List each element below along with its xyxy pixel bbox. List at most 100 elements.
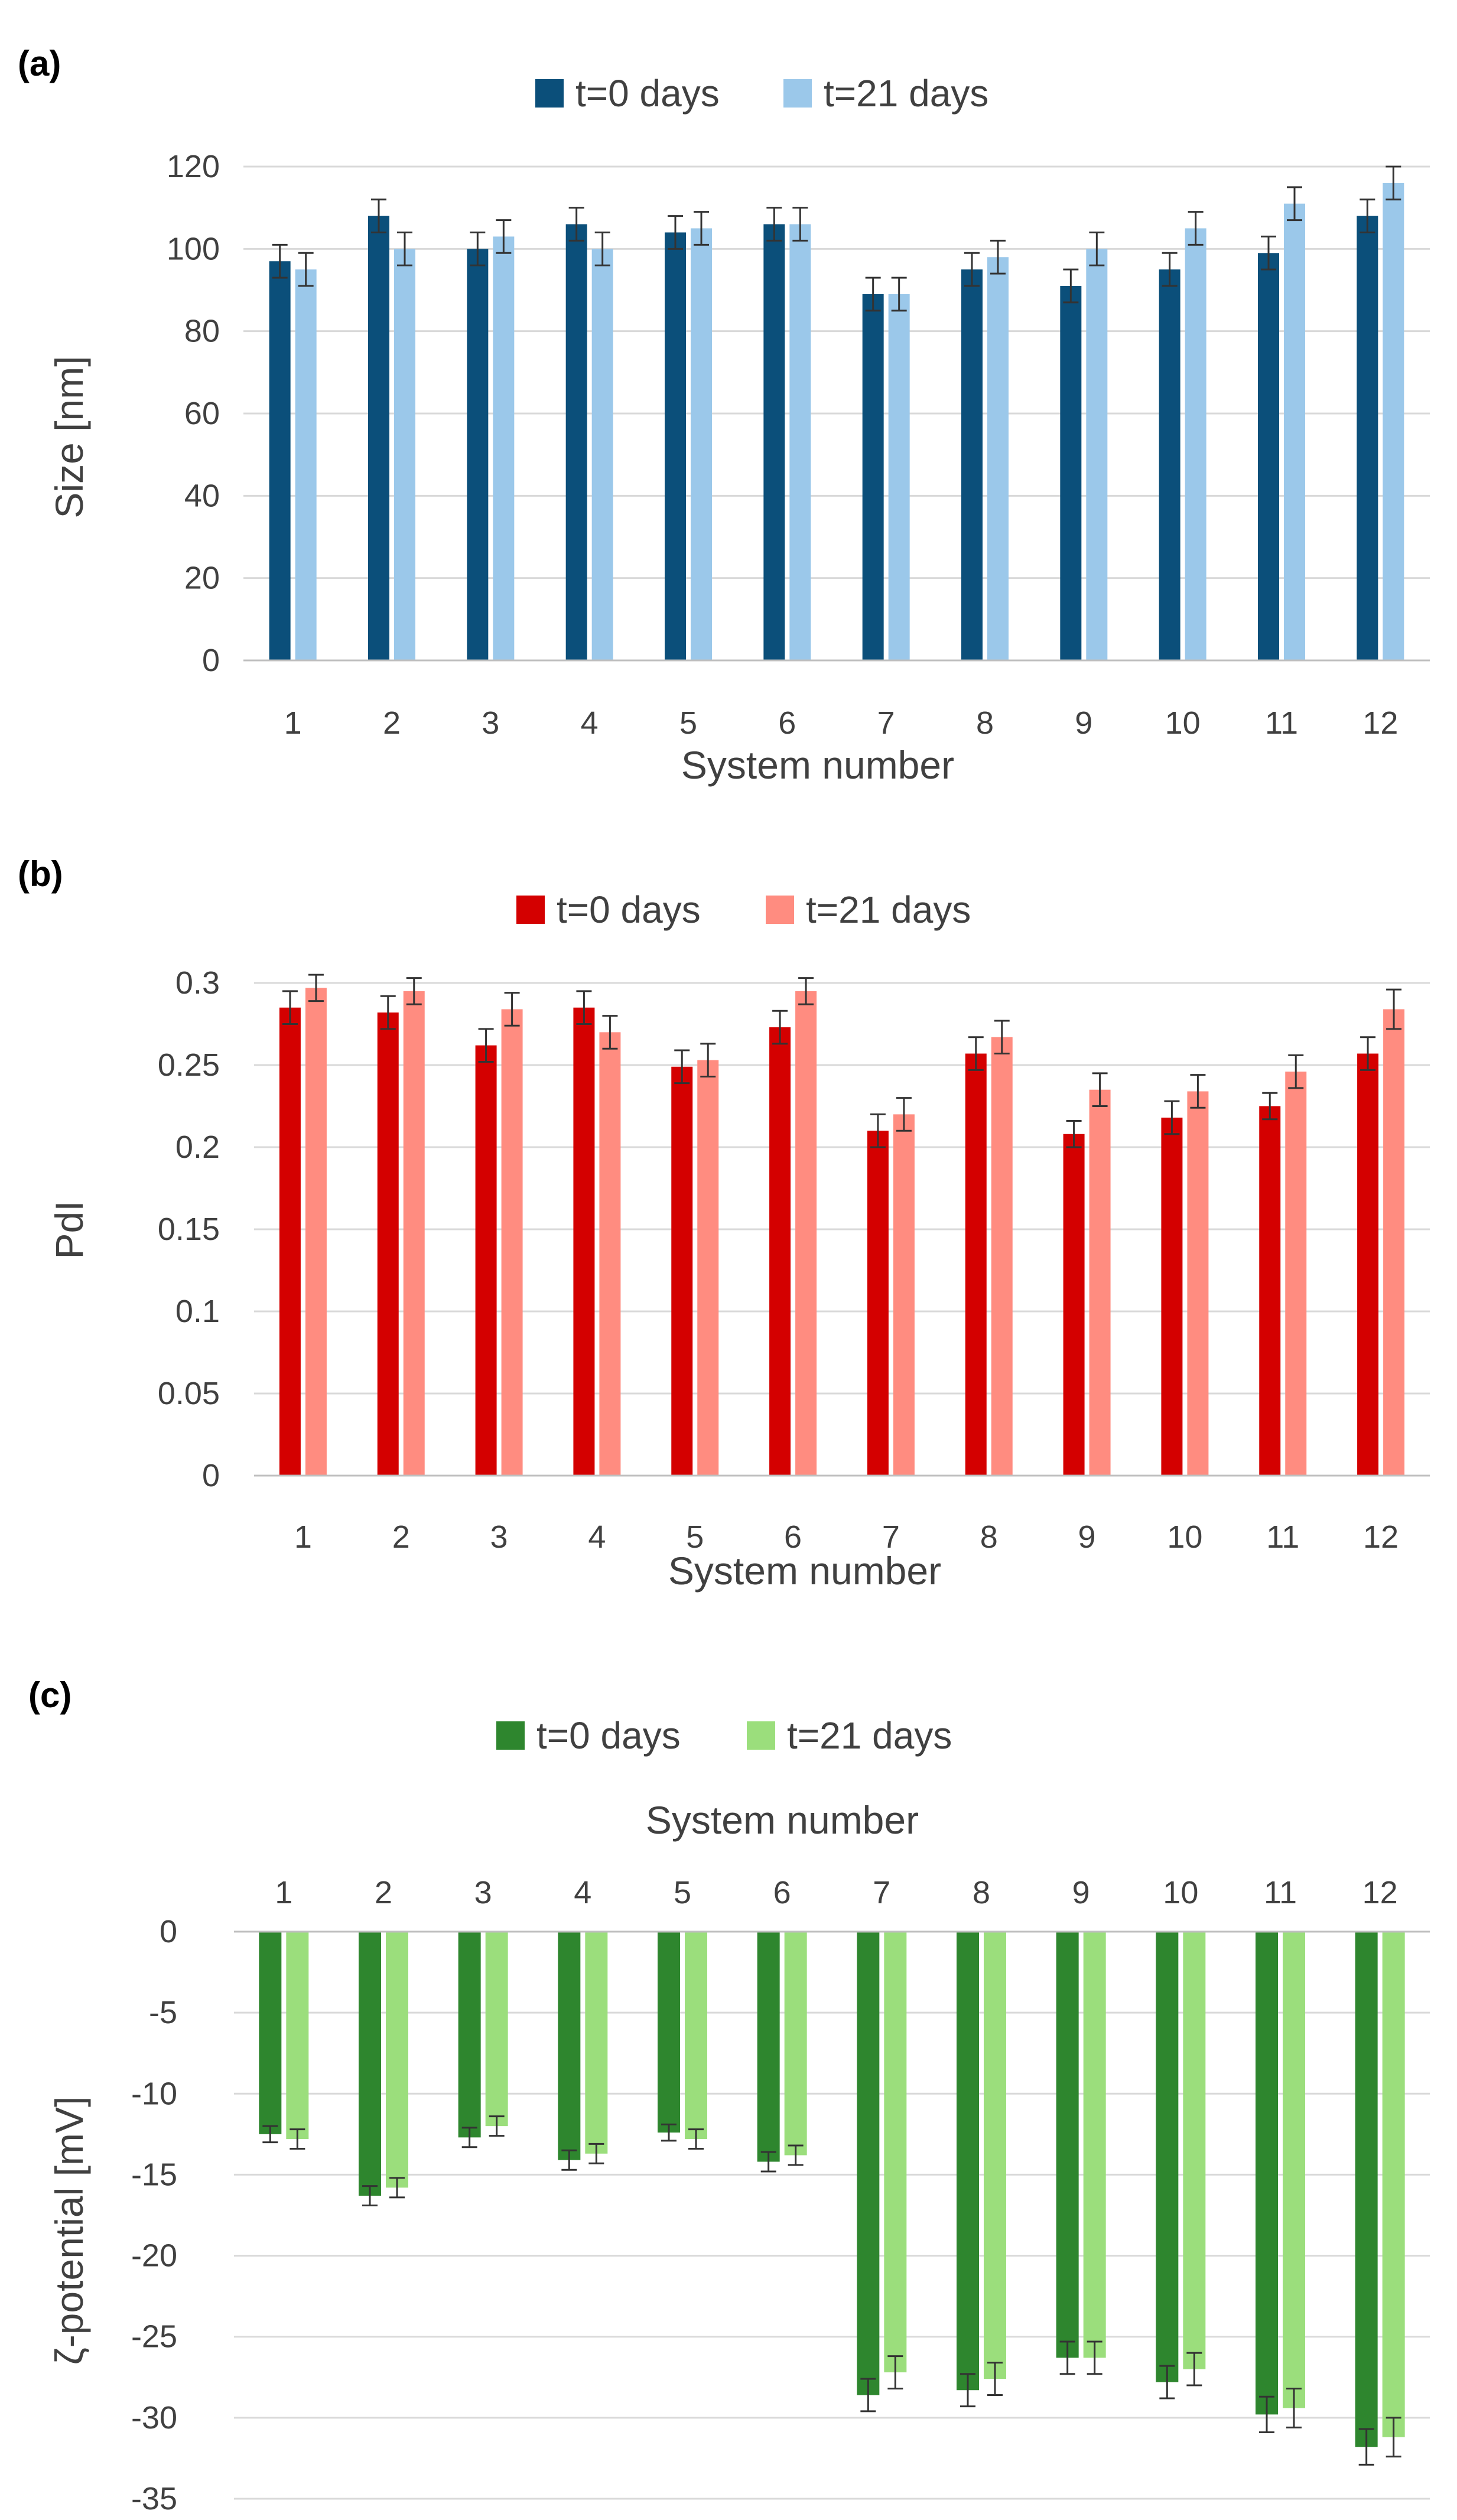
bar-t0-system-8 bbox=[957, 1932, 979, 2391]
error-bar bbox=[1188, 211, 1204, 246]
panel-c-zeta-chart: (c) t=0 days t=21 days System number 0 -5… bbox=[28, 1675, 1430, 2516]
bar-t0-system-12 bbox=[1355, 1932, 1378, 2447]
error-bar bbox=[960, 2373, 975, 2408]
x-tick-label: 5 bbox=[674, 1875, 691, 1910]
bar-t0-system-8 bbox=[965, 1053, 987, 1476]
y-tick-label: 20 bbox=[184, 561, 220, 596]
error-bar bbox=[504, 992, 520, 1027]
error-bar bbox=[760, 2151, 776, 2173]
error-bar bbox=[461, 2127, 477, 2148]
error-bar bbox=[470, 231, 486, 266]
error-bar bbox=[1259, 2395, 1274, 2434]
legend: t=0 days t=21 days bbox=[535, 72, 988, 115]
bar-t21-system-11 bbox=[1285, 1072, 1307, 1476]
legend-label-t21: t=21 days bbox=[806, 888, 971, 931]
bar-t0-system-2 bbox=[368, 216, 389, 661]
bar-t21-system-7 bbox=[893, 1114, 915, 1476]
bar-t21-system-1 bbox=[295, 269, 317, 661]
error-bar bbox=[661, 2123, 677, 2142]
bar-t21-system-3 bbox=[501, 1009, 523, 1476]
x-tick-label: 12 bbox=[1362, 705, 1398, 741]
y-tick-label: -30 bbox=[131, 2400, 177, 2436]
bars bbox=[279, 988, 1405, 1476]
bar-t21-system-11 bbox=[1284, 203, 1305, 660]
error-bar bbox=[262, 2125, 278, 2144]
error-bar bbox=[397, 231, 412, 266]
bar-t21-system-12 bbox=[1383, 183, 1404, 660]
bar-t0-system-6 bbox=[769, 1027, 791, 1476]
error-bar bbox=[860, 2378, 876, 2412]
error-bar bbox=[389, 2177, 405, 2199]
legend-swatch-t0 bbox=[516, 896, 545, 924]
error-bar bbox=[1186, 2352, 1202, 2386]
y-tick-label: 40 bbox=[184, 478, 220, 513]
legend-swatch-t21 bbox=[783, 79, 812, 108]
bar-t0-system-11 bbox=[1259, 1106, 1281, 1476]
legend-label-t0: t=0 days bbox=[557, 888, 701, 931]
error-bar bbox=[594, 231, 610, 266]
bar-t21-system-11 bbox=[1283, 1932, 1305, 2408]
error-bar bbox=[994, 1020, 1010, 1055]
error-bar bbox=[561, 2149, 577, 2171]
bar-t21-system-5 bbox=[691, 228, 712, 660]
x-tick-label: 9 bbox=[1078, 1519, 1096, 1555]
y-tick-label: 120 bbox=[167, 149, 220, 184]
bar-t21-system-7 bbox=[888, 294, 910, 660]
bar-t21-system-1 bbox=[305, 988, 327, 1476]
y-axis-title: ζ-potential [mV] bbox=[47, 2096, 91, 2365]
error-bar bbox=[1089, 231, 1105, 266]
x-tick-label: 7 bbox=[873, 1875, 890, 1910]
y-tick-labels: 0 0.05 0.1 0.15 0.2 0.25 0.3 bbox=[158, 965, 220, 1493]
x-tick-label: 5 bbox=[686, 1519, 704, 1555]
error-bar bbox=[1287, 186, 1302, 222]
error-bar bbox=[1190, 1074, 1206, 1109]
y-tick-labels: 0 20 40 60 80 100 120 bbox=[167, 149, 220, 678]
error-bar bbox=[887, 2355, 903, 2389]
y-tick-label: 0.05 bbox=[158, 1376, 220, 1411]
y-tick-label: 0 bbox=[160, 1914, 177, 1949]
x-tick-labels: 1 2 3 4 5 6 7 8 9 10 11 12 bbox=[275, 1875, 1397, 1910]
bar-t0-system-3 bbox=[458, 1932, 481, 2138]
bar-t21-system-9 bbox=[1086, 249, 1108, 660]
bar-t21-system-5 bbox=[697, 1060, 719, 1476]
error-bar bbox=[1286, 2387, 1302, 2428]
x-tick-label: 4 bbox=[588, 1519, 606, 1555]
error-bar bbox=[371, 198, 386, 233]
error-bar bbox=[1261, 235, 1276, 271]
bar-t21-system-4 bbox=[591, 249, 613, 660]
error-bar bbox=[1386, 988, 1402, 1030]
bar-t21-system-2 bbox=[394, 249, 415, 660]
bar-t0-system-9 bbox=[1063, 1134, 1085, 1476]
error-bar bbox=[694, 211, 709, 246]
error-bar bbox=[1164, 1100, 1180, 1135]
error-bar bbox=[772, 1010, 788, 1045]
error-bar bbox=[792, 207, 808, 242]
x-tick-label: 11 bbox=[1266, 1519, 1299, 1555]
bar-t21-system-6 bbox=[795, 991, 817, 1476]
x-tick-labels: 1 2 3 4 5 6 7 8 9 10 11 12 bbox=[284, 705, 1399, 741]
bar-t0-system-1 bbox=[269, 261, 291, 660]
bar-t21-system-1 bbox=[286, 1932, 309, 2140]
bar-t21-system-8 bbox=[984, 1932, 1006, 2379]
x-tick-label: 10 bbox=[1165, 705, 1201, 741]
x-tick-label: 8 bbox=[973, 1875, 990, 1910]
x-tick-label: 6 bbox=[778, 705, 796, 741]
bar-t21-system-7 bbox=[884, 1932, 907, 2373]
bar-t0-system-7 bbox=[857, 1932, 880, 2395]
bar-t21-system-3 bbox=[493, 236, 515, 660]
error-bar bbox=[576, 990, 592, 1025]
y-tick-label: 0.1 bbox=[175, 1294, 220, 1329]
error-bar bbox=[568, 207, 584, 242]
legend: t=0 days t=21 days bbox=[496, 1714, 952, 1757]
y-tick-label: 0 bbox=[202, 643, 220, 678]
bar-t0-system-4 bbox=[573, 1007, 595, 1476]
y-tick-label: 60 bbox=[184, 396, 220, 431]
error-bar bbox=[891, 276, 907, 312]
bar-t21-system-4 bbox=[585, 1932, 608, 2154]
x-tick-label: 7 bbox=[882, 1519, 900, 1555]
x-tick-label: 3 bbox=[490, 1519, 508, 1555]
error-bar bbox=[489, 2115, 505, 2137]
y-axis-title: PdI bbox=[47, 1200, 91, 1259]
error-bar bbox=[496, 219, 512, 254]
